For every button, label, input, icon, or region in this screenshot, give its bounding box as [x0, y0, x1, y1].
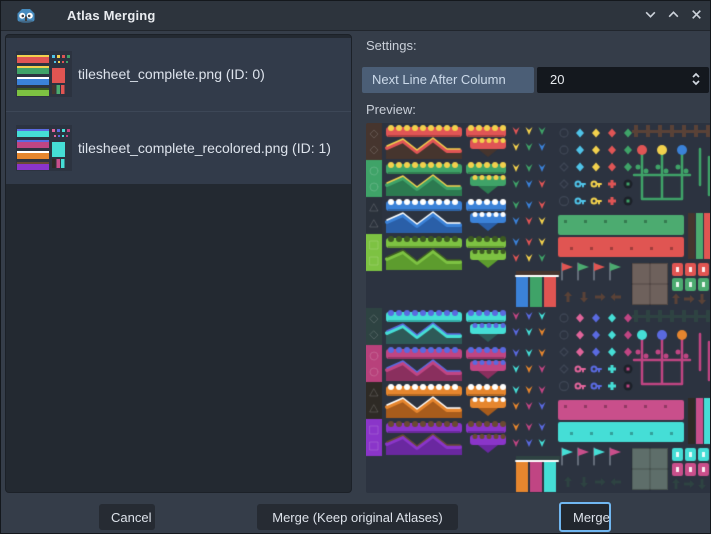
chevron-down-icon [644, 8, 657, 24]
next-line-after-column-row: Next Line After Column 20 [362, 67, 709, 93]
chevron-up-icon [667, 8, 680, 24]
atlas-thumbnail-1 [16, 125, 72, 171]
next-line-after-column-label: Next Line After Column [362, 67, 534, 93]
spinbox-value: 20 [550, 72, 565, 87]
updown-icon [690, 72, 702, 89]
maximize-button[interactable] [662, 4, 685, 28]
preview-canvas [366, 123, 710, 493]
atlas-list-item-0[interactable]: tilesheet_complete.png (ID: 0) [6, 38, 351, 111]
cancel-button[interactable]: Cancel [99, 504, 155, 530]
next-line-after-column-spinbox[interactable]: 20 [537, 67, 709, 93]
merge-keep-original-button[interactable]: Merge (Keep original Atlases) [257, 504, 458, 530]
merge-button[interactable]: Merge [559, 502, 611, 532]
atlas-item-label: tilesheet_complete.png (ID: 0) [78, 66, 265, 82]
atlas-thumbnail-0 [16, 51, 72, 97]
window-controls [639, 1, 708, 31]
window-title: Atlas Merging [67, 8, 156, 23]
close-button[interactable] [685, 4, 708, 28]
godot-icon [14, 4, 38, 28]
atlas-list: tilesheet_complete.png (ID: 0) tilesheet… [5, 34, 352, 493]
atlas-item-label: tilesheet_complete_recolored.png (ID: 1) [78, 140, 331, 156]
spinbox-updown-button[interactable] [687, 70, 705, 90]
atlas-list-item-1[interactable]: tilesheet_complete_recolored.png (ID: 1) [6, 111, 351, 184]
settings-heading: Settings: [366, 38, 417, 53]
close-icon [690, 8, 703, 24]
preview-heading: Preview: [366, 102, 416, 117]
minimize-button[interactable] [639, 4, 662, 28]
titlebar[interactable]: Atlas Merging [1, 1, 710, 31]
